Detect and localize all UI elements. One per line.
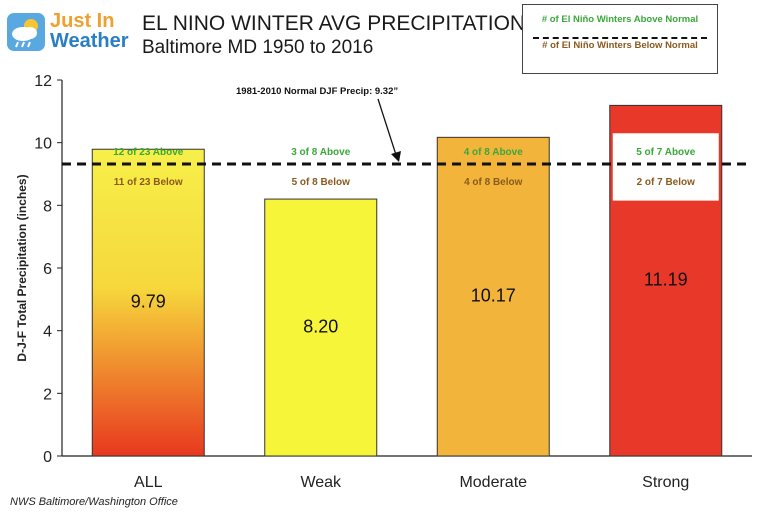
legend-above-label: # of El Niño Winters Above Normal	[541, 14, 699, 25]
below-count-label: 11 of 23 Below	[114, 177, 183, 188]
y-tick-label: 6	[43, 261, 52, 278]
logo-line1: Just In	[50, 10, 115, 32]
bar-value-label: 9.79	[131, 292, 166, 312]
chart-subtitle: Baltimore MD 1950 to 2016	[142, 37, 374, 58]
logo-line2: Weather	[50, 30, 129, 52]
legend-below-label: # of El Niño Winters Below Normal	[542, 40, 698, 51]
sun-cloud-rain-icon	[7, 13, 45, 51]
x-tick-label: Moderate	[459, 474, 527, 491]
y-tick-label: 0	[43, 449, 52, 466]
reference-arrow-shaft	[377, 98, 398, 159]
y-tick-label: 8	[43, 198, 52, 215]
above-count-label: 12 of 23 Above	[113, 147, 184, 158]
above-count-label: 3 of 8 Above	[291, 147, 351, 158]
x-tick-label: Weak	[300, 474, 342, 491]
reference-arrow-head	[391, 150, 401, 162]
x-tick-label: ALL	[134, 474, 163, 491]
bar-value-label: 8.20	[303, 317, 338, 337]
bar-value-label: 11.19	[644, 270, 688, 290]
legend: # of El Niño Winters Above Normal # of E…	[522, 4, 718, 74]
above-count-label: 4 of 8 Above	[464, 147, 524, 158]
chart-title: EL NINO WINTER AVG PRECIPITATION	[142, 12, 526, 35]
y-tick-label: 4	[43, 324, 52, 341]
y-axis-label: D-J-F Total Precipitation (inches)	[15, 174, 29, 361]
above-count-label: 5 of 7 Above	[636, 147, 696, 158]
below-count-label: 5 of 8 Below	[292, 177, 351, 188]
bar-moderate	[436, 136, 550, 457]
reference-annotation: 1981-2010 Normal DJF Precip: 9.32”	[236, 86, 398, 97]
bar-value-label: 10.17	[471, 286, 516, 306]
just-in-weather-logo: Just In Weather	[6, 10, 132, 56]
y-tick-label: 12	[34, 73, 52, 90]
source-credit: NWS Baltimore/Washington Office	[10, 496, 178, 508]
x-tick-label: Strong	[642, 474, 689, 491]
below-count-label: 4 of 8 Below	[464, 177, 523, 188]
below-count-label: 2 of 7 Below	[637, 177, 696, 188]
legend-dashed-line	[533, 37, 707, 39]
y-tick-label: 10	[34, 136, 52, 153]
bar-weak	[264, 198, 378, 457]
y-tick-label: 2	[43, 386, 52, 403]
strong-label-box	[612, 133, 719, 201]
bar-all	[91, 148, 205, 457]
